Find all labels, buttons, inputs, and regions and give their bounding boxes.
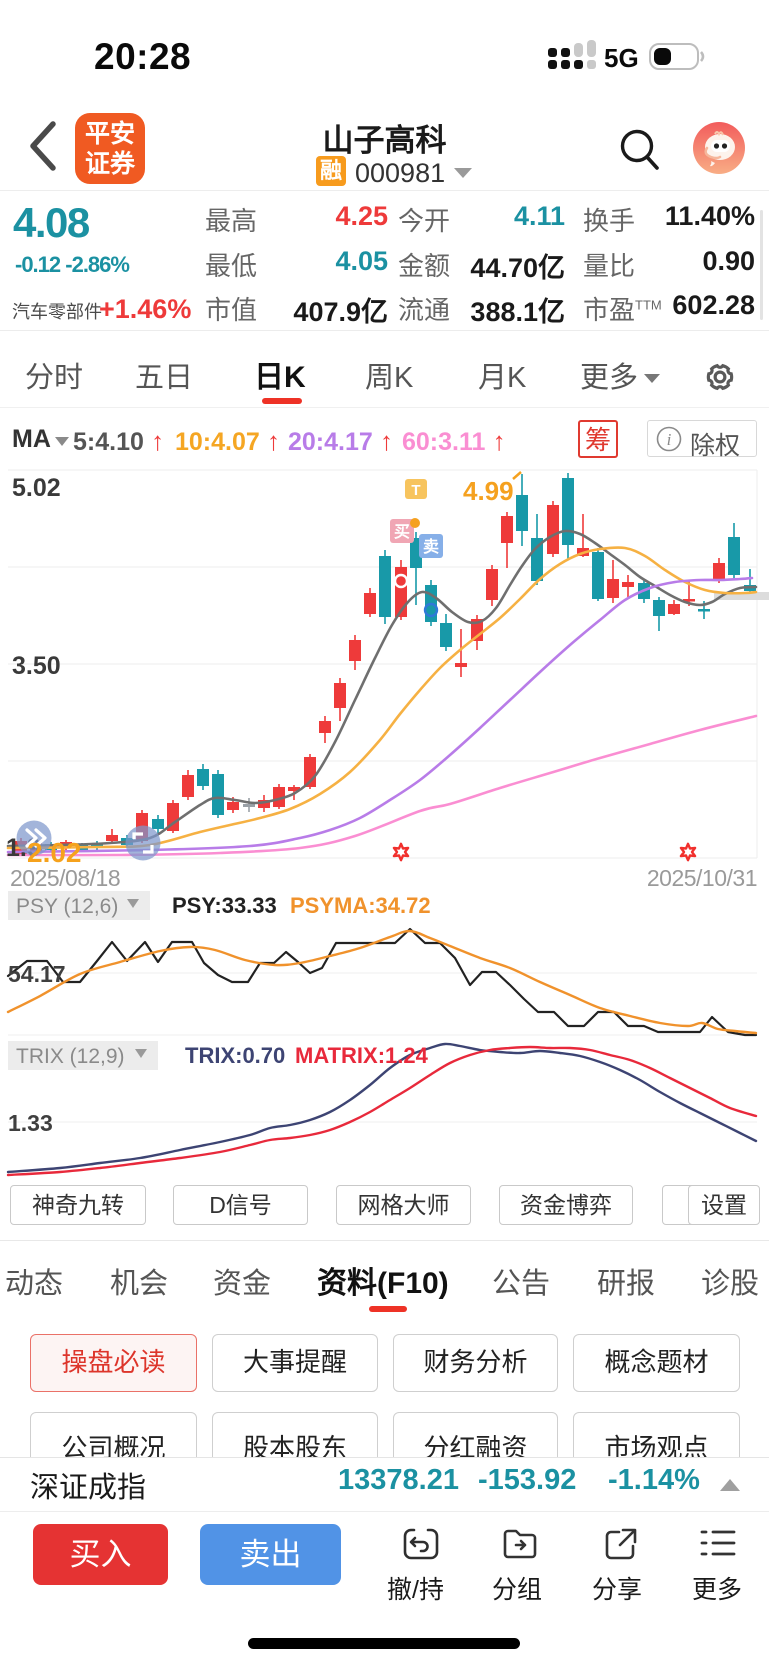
svg-text:4.99: 4.99 — [463, 476, 514, 506]
svg-text:T: T — [411, 482, 420, 499]
svg-text:2.02: 2.02 — [27, 837, 82, 868]
svg-text:MATRIX:1.24: MATRIX:1.24 — [295, 1043, 429, 1068]
svg-text:5.02: 5.02 — [12, 474, 61, 502]
svg-text:3.50: 3.50 — [12, 652, 61, 680]
svg-text:TRIX:0.70: TRIX:0.70 — [185, 1043, 285, 1068]
svg-text:PSY (12,6): PSY (12,6) — [16, 895, 118, 918]
svg-text:2025/10/31: 2025/10/31 — [647, 865, 757, 889]
svg-text:TRIX (12,9): TRIX (12,9) — [16, 1045, 125, 1068]
svg-text:PSY:33.33: PSY:33.33 — [172, 893, 277, 918]
svg-text:1.33: 1.33 — [8, 1110, 53, 1136]
svg-text:PSYMA:34.72: PSYMA:34.72 — [290, 893, 431, 918]
svg-text:2025/08/18: 2025/08/18 — [10, 865, 120, 889]
svg-text:买: 买 — [394, 523, 410, 541]
svg-text:5G: 5G — [604, 43, 639, 73]
svg-text:i: i — [667, 430, 672, 449]
svg-text:卖: 卖 — [423, 537, 439, 556]
svg-text:54.17: 54.17 — [8, 961, 66, 987]
